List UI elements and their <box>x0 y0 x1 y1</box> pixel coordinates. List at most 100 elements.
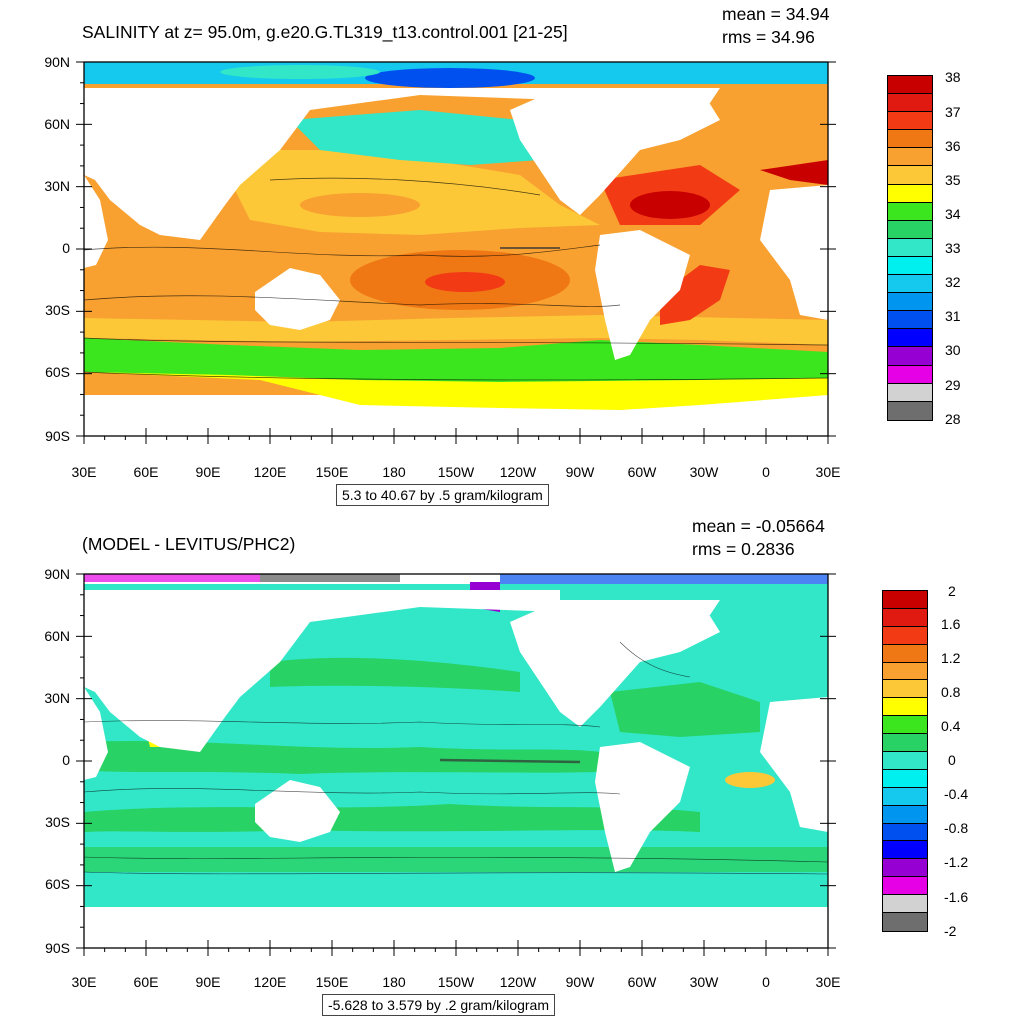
colorbar-swatch <box>888 365 932 384</box>
mean-value: mean = -0.05664 <box>692 516 825 536</box>
colorbar-swatch <box>883 734 927 753</box>
lat-label: 30S <box>45 814 70 830</box>
difference-panel: (MODEL - LEVITUS/PHC2) mean = -0.05664 r… <box>0 512 1024 1024</box>
colorbar-label: -2 <box>944 923 957 939</box>
colorbar-swatch <box>888 329 932 348</box>
colorbar-label: -0.8 <box>944 820 969 836</box>
colorbar-swatch <box>888 311 932 330</box>
lon-label: 60W <box>627 464 657 480</box>
lon-label: 30E <box>71 464 97 480</box>
lon-label: 90W <box>565 464 595 480</box>
colorbar-swatch <box>883 913 927 931</box>
colorbar-swatch <box>888 94 932 113</box>
colorbar-label: 0 <box>948 752 956 768</box>
colorbar-label: 28 <box>945 411 961 427</box>
lon-label: 150W <box>437 464 475 480</box>
colorbar-swatch <box>883 608 927 627</box>
colorbar-label: 35 <box>945 172 961 188</box>
colorbar-swatch <box>883 841 927 860</box>
colorbar-swatch <box>883 895 927 914</box>
lon-label: 60E <box>133 464 159 480</box>
lon-label: 30E <box>815 974 841 990</box>
lat-label: 60N <box>44 628 70 644</box>
mean-value: mean = 34.94 <box>722 4 830 24</box>
lat-label: 0 <box>62 752 70 768</box>
rms-value: rms = 34.96 <box>722 27 815 47</box>
colorbar-swatch <box>883 752 927 770</box>
colorbar-label: 2 <box>948 583 956 599</box>
colorbar-label: 29 <box>945 377 961 393</box>
lon-label: 30E <box>71 974 97 990</box>
ocean-field <box>84 62 828 436</box>
colorbar-label: 30 <box>945 342 961 358</box>
colorbar-label: 33 <box>945 240 961 256</box>
colorbar-swatch <box>888 148 932 167</box>
lon-label: 90W <box>565 974 595 990</box>
lon-label: 120W <box>499 974 537 990</box>
colorbar-label: 38 <box>945 69 961 85</box>
colorbar-swatch <box>883 877 927 896</box>
lon-label: 60W <box>627 974 657 990</box>
lon-label: 150E <box>315 974 349 990</box>
lon-label: 30W <box>689 464 719 480</box>
lon-label: 120E <box>253 464 287 480</box>
colorbar-swatch <box>888 256 932 276</box>
colorbar-label: 34 <box>945 206 961 222</box>
colorbar-label: 36 <box>945 138 961 154</box>
colorbar-swatch <box>888 184 932 203</box>
lat-label: 90N <box>44 54 70 70</box>
colorbar-swatch <box>883 698 927 717</box>
colorbar-swatch <box>883 823 927 842</box>
difference-map <box>76 573 836 956</box>
colorbar-swatch <box>883 626 927 645</box>
lon-label: 150E <box>315 464 349 480</box>
panel-title: (MODEL - LEVITUS/PHC2) <box>82 534 296 554</box>
lon-label: 120E <box>253 974 287 990</box>
lat-label: 0 <box>62 240 70 256</box>
contour-info: -5.628 to 3.579 by .2 gram/kilogram <box>322 994 556 1016</box>
lat-label: 30N <box>44 178 70 194</box>
lat-label: 90N <box>44 566 70 582</box>
rms-value: rms = 0.2836 <box>692 539 795 559</box>
lon-label: 60E <box>133 974 159 990</box>
ocean-field <box>84 574 828 948</box>
colorbar-swatch <box>888 112 932 131</box>
lat-label: 60N <box>44 116 70 132</box>
lon-label: 30W <box>689 974 719 990</box>
lon-label: 90E <box>195 464 221 480</box>
colorbar-label: -1.6 <box>944 889 969 905</box>
colorbar-swatch <box>888 220 932 239</box>
colorbar-swatch <box>883 716 927 735</box>
panel-title: SALINITY at z= 95.0m, g.e20.G.TL319_t13.… <box>82 22 568 42</box>
colorbar-swatch <box>888 76 932 95</box>
colorbar-label: -1.2 <box>944 854 969 870</box>
lat-label: 90S <box>45 940 70 956</box>
colorbar-label: 37 <box>945 104 961 120</box>
colorbar-label: 32 <box>945 274 961 290</box>
colorbar-label: 0.4 <box>941 718 961 734</box>
colorbar <box>887 75 933 421</box>
contour-info: 5.3 to 40.67 by .5 gram/kilogram <box>336 484 549 506</box>
colorbar <box>882 590 928 932</box>
colorbar-label: 1.6 <box>941 616 961 632</box>
lon-label: 180 <box>382 974 406 990</box>
colorbar-label: 0.8 <box>941 684 961 700</box>
salinity-panel: SALINITY at z= 95.0m, g.e20.G.TL319_t13.… <box>44 4 961 506</box>
colorbar-swatch <box>883 662 927 681</box>
colorbar-swatch <box>883 644 927 663</box>
lat-label: 90S <box>45 428 70 444</box>
colorbar-swatch <box>888 275 932 294</box>
lon-label: 150W <box>437 974 475 990</box>
colorbar-swatch <box>888 347 932 366</box>
lon-label: 0 <box>762 464 770 480</box>
salinity-map <box>76 61 836 444</box>
colorbar-label: 1.2 <box>941 650 961 666</box>
colorbar-swatch <box>883 859 927 878</box>
lat-label: 60S <box>45 364 70 380</box>
colorbar-swatch <box>888 202 932 221</box>
colorbar-swatch <box>888 401 932 420</box>
colorbar-swatch <box>883 680 927 699</box>
colorbar-swatch <box>888 166 932 185</box>
lat-label: 60S <box>45 876 70 892</box>
colorbar-label: -0.4 <box>944 786 969 802</box>
